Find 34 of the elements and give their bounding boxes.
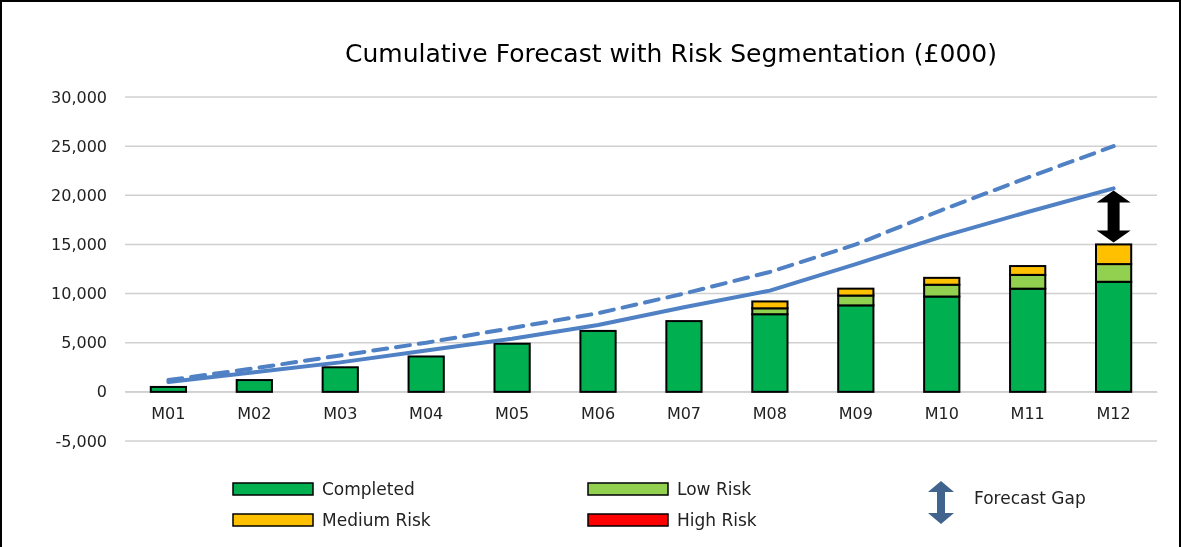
bar — [235, 379, 273, 393]
x-tick-label: M04 — [409, 404, 444, 424]
legend-label: Completed — [322, 479, 415, 499]
legend-label: Low Risk — [677, 479, 752, 499]
y-tick-label: 20,000 — [51, 185, 107, 205]
y-tick-label: 5,000 — [61, 333, 107, 353]
bar — [321, 366, 359, 393]
legend-label: Medium Risk — [322, 510, 431, 530]
x-tick-label: M05 — [495, 404, 530, 424]
y-tick-label: -5,000 — [55, 431, 107, 451]
x-tick-label: M12 — [1096, 404, 1131, 424]
y-tick-label: 30,000 — [51, 87, 107, 107]
bar — [751, 313, 789, 393]
bar — [149, 385, 188, 393]
legend-label: High Risk — [677, 510, 757, 530]
x-tick-label: M06 — [580, 404, 616, 424]
chart-title: Cumulative Forecast with Risk Segmentation (£000) — [345, 39, 997, 68]
bar — [493, 342, 531, 393]
x-tick-label: M11 — [1010, 404, 1045, 424]
x-tick-label: M01 — [151, 404, 186, 424]
y-tick-label: 10,000 — [51, 284, 107, 304]
y-tick-label: 25,000 — [51, 136, 107, 156]
bar — [407, 355, 445, 393]
bar — [665, 320, 703, 393]
x-tick-label: M03 — [323, 404, 358, 424]
y-tick-label: 15,000 — [51, 235, 107, 255]
bar — [579, 329, 617, 393]
x-tick-label: M02 — [237, 404, 272, 424]
x-tick-label: M07 — [666, 404, 702, 424]
x-tick-label: M10 — [924, 404, 959, 424]
y-tick-label: 0 — [96, 382, 107, 402]
x-tick-label: M09 — [838, 404, 873, 424]
x-tick-label: M08 — [752, 404, 787, 424]
text: Forecast Gap — [974, 488, 1086, 508]
